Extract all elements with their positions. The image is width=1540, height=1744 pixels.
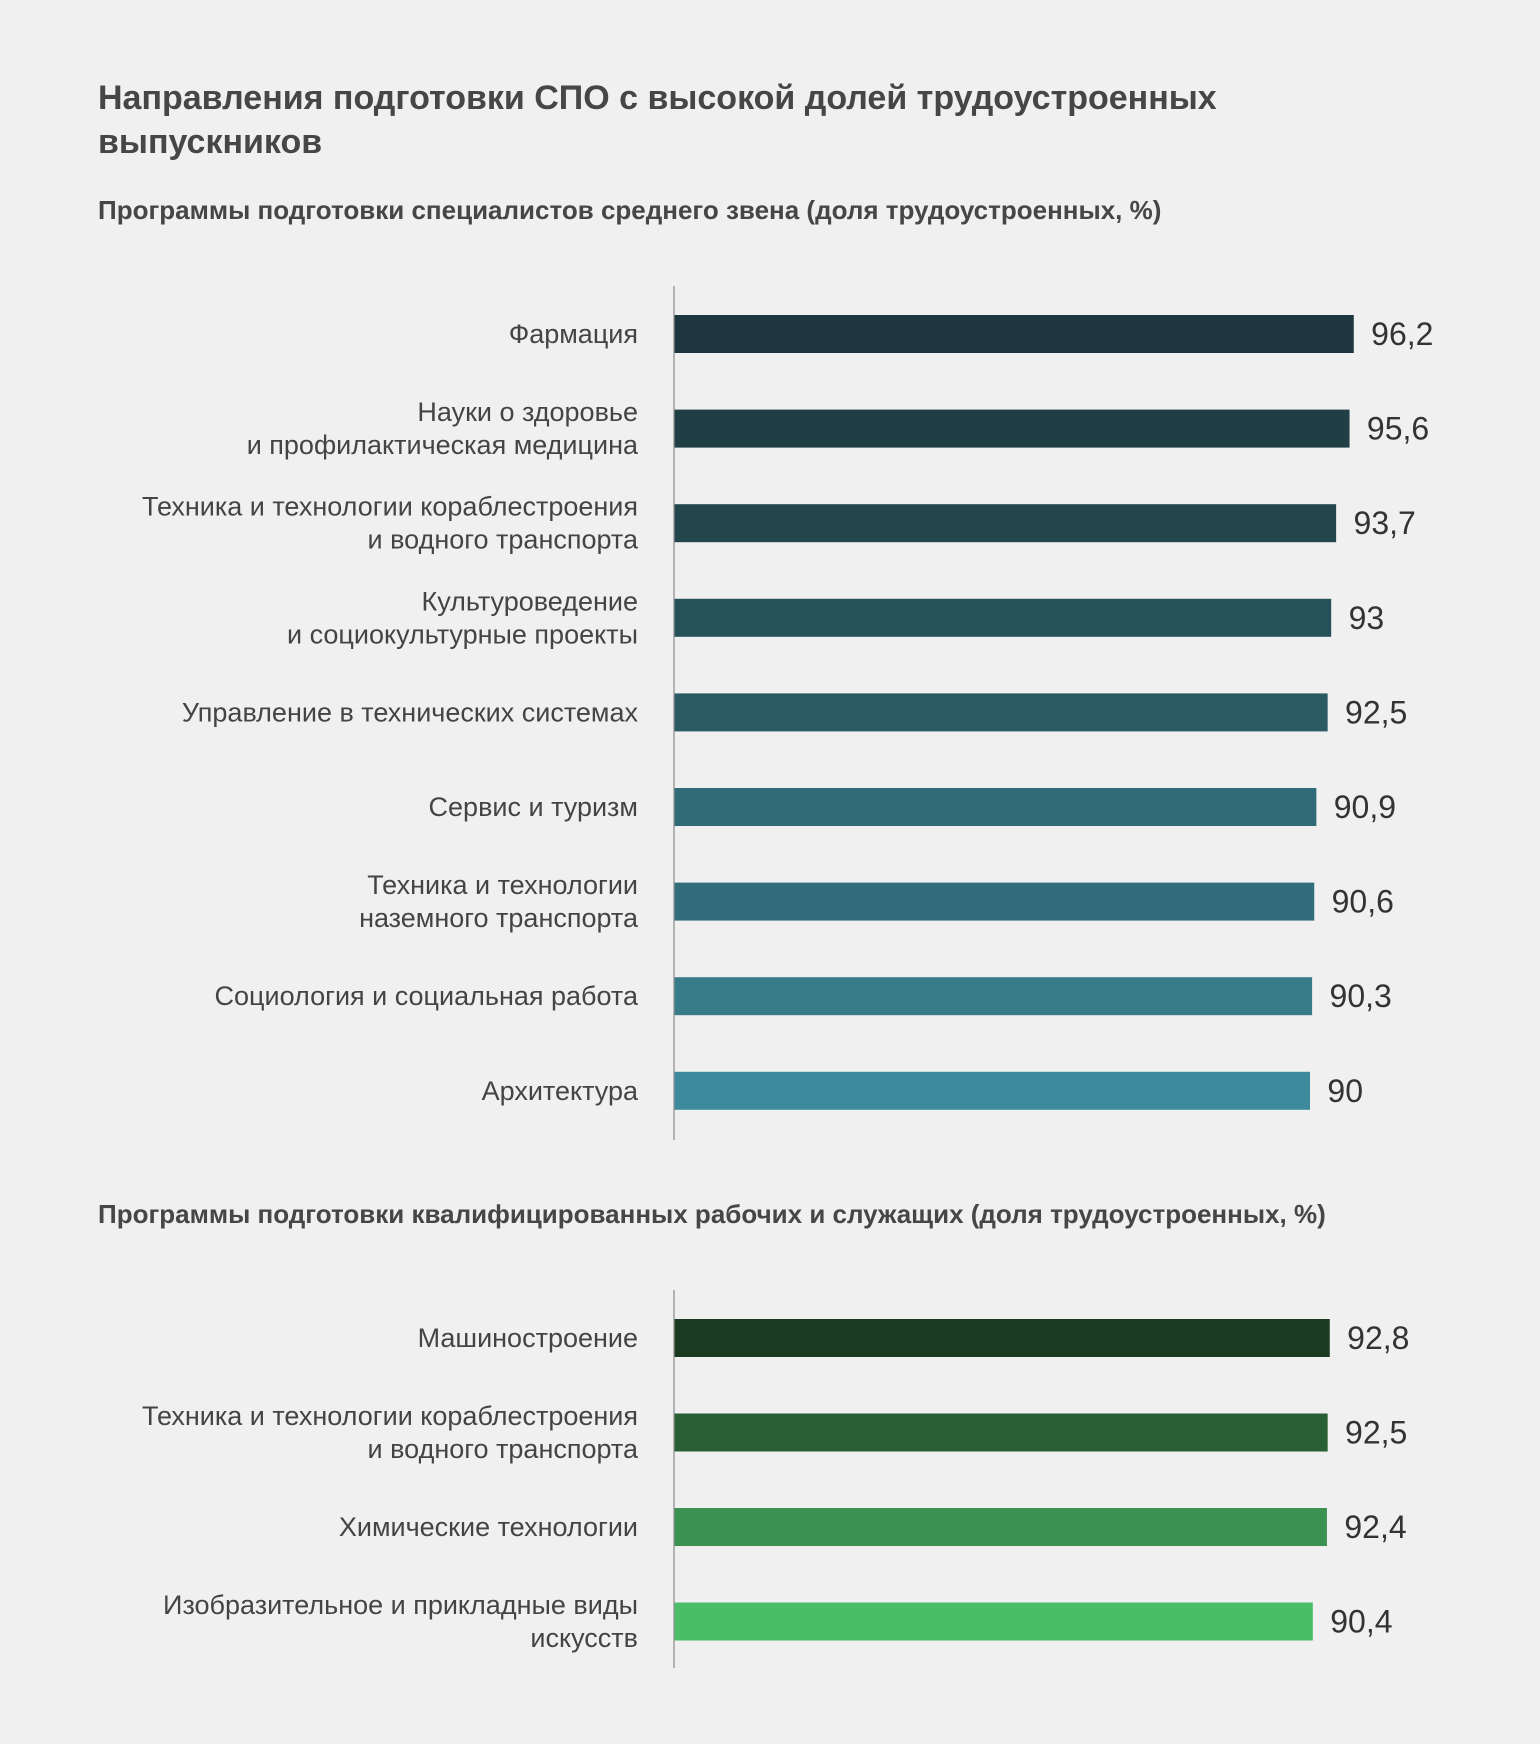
category-label: Управление в технических системах (182, 697, 639, 727)
category-label-line: Науки о здоровье (417, 397, 638, 427)
bar (674, 1413, 1328, 1452)
bar (674, 409, 1350, 448)
data-label: 90,4 (1330, 1604, 1392, 1640)
category-label-line: искусств (530, 1623, 638, 1653)
bar (674, 1071, 1310, 1110)
data-label: 90 (1327, 1073, 1363, 1109)
category-label-line: Химические технологии (339, 1512, 638, 1542)
category-label-line: наземного транспорта (359, 903, 639, 933)
category-label: Техника и технологии кораблестроения и во… (142, 492, 639, 555)
bar (674, 1319, 1330, 1357)
data-label: 90,6 (1332, 884, 1394, 920)
category-label-line: Изобразительное и прикладные виды (163, 1590, 638, 1620)
data-label: 92,8 (1347, 1320, 1409, 1356)
category-label-line: Техника и технологии кораблестроения (142, 492, 638, 522)
chart-1-title: Программы подготовки специалистов средне… (98, 195, 1162, 225)
data-label: 93 (1349, 600, 1385, 636)
category-label: Машиностроение (418, 1323, 638, 1353)
data-label: 92,5 (1345, 1415, 1407, 1451)
category-label: Науки о здоровье и профилактическая медиц… (247, 397, 639, 460)
category-label-line: и социокультурные проекты (287, 619, 638, 649)
chart-2-title: Программы подготовки квалифицированных р… (98, 1199, 1326, 1229)
bar (674, 977, 1313, 1016)
bar (674, 788, 1317, 826)
category-label-line: и водного транспорта (368, 1434, 639, 1464)
data-label: 93,7 (1354, 505, 1416, 541)
category-label-line: Техника и технологии (367, 870, 638, 900)
category-label: Культуроведение и социокультурные проекты (287, 586, 638, 649)
category-label: Техника и технологии кораблестроения и во… (142, 1401, 639, 1464)
data-label: 92,4 (1344, 1509, 1406, 1545)
bar (674, 504, 1337, 543)
category-label: Социология и социальная работа (215, 981, 639, 1011)
data-label: 95,6 (1367, 411, 1429, 447)
category-label: Химические технологии (339, 1512, 638, 1542)
page-title: Направления подготовки СПО с высокой дол… (98, 79, 1217, 161)
category-label-line: Культуроведение (422, 586, 639, 616)
category-label-line: Техника и технологии кораблестроения (142, 1401, 638, 1431)
chart-2: 92,8 Машиностроение 92,5 Техника и технолог… (142, 1290, 1409, 1668)
category-label: Техника и технологии наземного транспорта (359, 870, 639, 933)
category-label-line: Архитектура (482, 1076, 639, 1106)
category-label-line: Управление в технических системах (182, 697, 639, 727)
bar (674, 598, 1332, 637)
category-label: Фармация (509, 319, 638, 349)
category-label-line: Социология и социальная работа (215, 981, 639, 1011)
category-label: Архитектура (482, 1076, 639, 1106)
bar (674, 1508, 1327, 1546)
category-label: Сервис и туризм (429, 792, 638, 822)
bar (674, 315, 1354, 353)
bar (674, 1602, 1313, 1641)
data-label: 92,5 (1345, 694, 1407, 730)
category-label-line: Машиностроение (418, 1323, 638, 1353)
category-label: Изобразительное и прикладные виды искусст… (163, 1590, 638, 1653)
bar (674, 693, 1328, 732)
category-label-line: и водного транспорта (368, 525, 639, 555)
data-label: 90,3 (1330, 978, 1392, 1014)
data-label: 90,9 (1334, 789, 1396, 825)
bar (674, 882, 1315, 921)
category-label-line: и профилактическая медицина (247, 430, 639, 460)
data-label: 96,2 (1371, 316, 1433, 352)
category-label-line: Сервис и туризм (429, 792, 638, 822)
chart-1: 96,2 Фармация 95,6 Науки о здоровье и профил… (142, 286, 1433, 1140)
category-label-line: Фармация (509, 319, 638, 349)
